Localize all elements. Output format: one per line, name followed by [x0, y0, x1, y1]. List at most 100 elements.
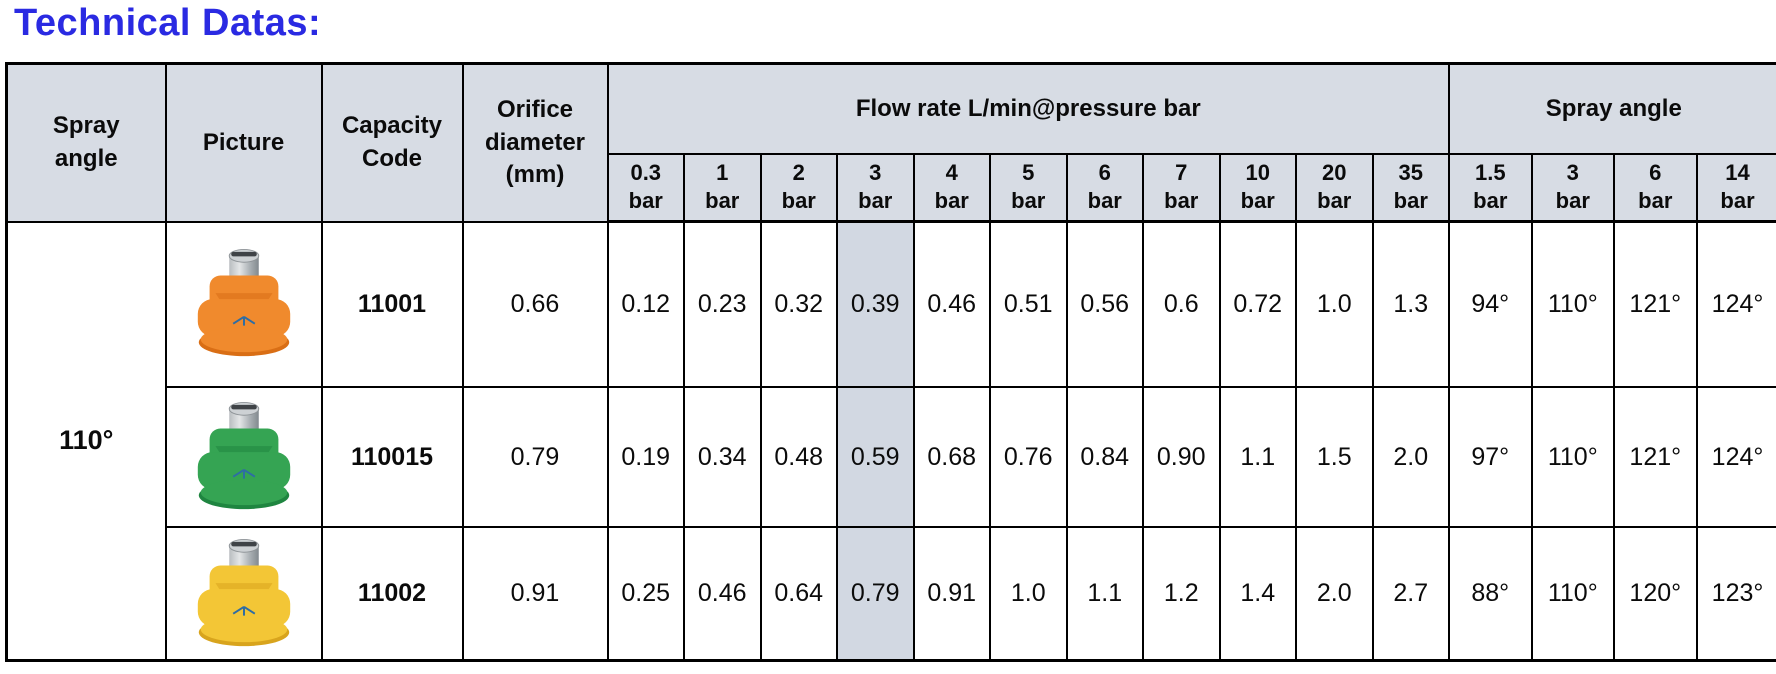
pressure-value: 14 — [1698, 159, 1776, 188]
flow-rate-cell: 0.59 — [837, 387, 914, 527]
flow-rate-cell: 0.34 — [684, 387, 761, 527]
picture-cell — [166, 527, 322, 660]
pressure-value: 10 — [1221, 159, 1296, 188]
pressure-unit: bar — [1450, 187, 1531, 216]
pressure-value: 0.3 — [609, 159, 684, 188]
pressure-value: 35 — [1374, 159, 1449, 188]
pressure-unit: bar — [1615, 187, 1696, 216]
flow-rate-cell: 1.5 — [1296, 387, 1373, 527]
pressure-unit: bar — [915, 187, 990, 216]
pressure-unit: bar — [991, 187, 1066, 216]
technical-data-table: Spray angle Picture Capacity Code Orific… — [5, 62, 1776, 662]
flow-rate-cell: 0.84 — [1067, 387, 1144, 527]
flow-rate-cell: 0.32 — [761, 222, 838, 387]
spray-angle-cell: 110° — [1532, 222, 1615, 387]
spray-angle-cell: 120° — [1614, 527, 1697, 660]
flow-rate-cell: 1.3 — [1373, 222, 1450, 387]
flow-rate-cell: 1.4 — [1220, 527, 1297, 660]
flow-rate-cell: 2.0 — [1296, 527, 1373, 660]
spray-angle-cell: 121° — [1614, 387, 1697, 527]
flow-rate-cell: 0.51 — [990, 222, 1067, 387]
orange-nozzle-image — [180, 246, 308, 362]
spray-angle-cell: 124° — [1697, 387, 1776, 527]
flow-rate-cell: 0.76 — [990, 387, 1067, 527]
header-orifice-diameter: Orifice diameter (mm) — [463, 64, 608, 222]
header-capacity-code: Capacity Code — [322, 64, 463, 222]
pressure-value: 20 — [1297, 159, 1372, 188]
header-group-spray-angle: Spray angle — [1449, 64, 1776, 154]
pressure-value: 4 — [915, 159, 990, 188]
flow-rate-cell: 0.91 — [914, 527, 991, 660]
pressure-value: 1 — [685, 159, 760, 188]
picture-cell — [166, 222, 322, 387]
spray-angle-cell: 123° — [1697, 527, 1776, 660]
orifice-diameter-cell: 0.91 — [463, 527, 608, 660]
flow-rate-cell: 0.68 — [914, 387, 991, 527]
pressure-unit: bar — [838, 187, 913, 216]
capacity-code-cell: 11002 — [322, 527, 463, 660]
flow-rate-cell: 0.39 — [837, 222, 914, 387]
page-title: Technical Datas: — [14, 2, 1776, 45]
spray-angle-value-cell: 110° — [7, 222, 166, 661]
spray-angle-cell: 88° — [1449, 527, 1532, 660]
flow-rate-cell: 0.46 — [914, 222, 991, 387]
flow-rate-cell: 0.56 — [1067, 222, 1144, 387]
orifice-diameter-cell: 0.66 — [463, 222, 608, 387]
flow-rate-cell: 0.90 — [1143, 387, 1220, 527]
pressure-unit: bar — [1297, 187, 1372, 216]
flow-rate-cell: 1.0 — [990, 527, 1067, 660]
flow-rate-cell: 0.25 — [608, 527, 685, 660]
pressure-value: 6 — [1615, 159, 1696, 188]
flow-rate-cell: 1.1 — [1220, 387, 1297, 527]
pressure-unit: bar — [1374, 187, 1449, 216]
pressure-unit: bar — [609, 187, 684, 216]
pressure-value: 5 — [991, 159, 1066, 188]
header-spray-angle: Spray angle — [7, 64, 166, 222]
flow-rate-cell: 0.12 — [608, 222, 685, 387]
flow-rate-cell: 1.2 — [1143, 527, 1220, 660]
capacity-code-cell: 11001 — [322, 222, 463, 387]
flow-rate-cell: 1.0 — [1296, 222, 1373, 387]
green-nozzle-image — [180, 399, 308, 515]
flow-rate-cell: 0.48 — [761, 387, 838, 527]
spray-angle-cell: 121° — [1614, 222, 1697, 387]
pressure-unit: bar — [1144, 187, 1219, 216]
pressure-unit: bar — [685, 187, 760, 216]
yellow-nozzle-image — [180, 536, 308, 652]
picture-cell — [166, 387, 322, 527]
spray-angle-cell: 94° — [1449, 222, 1532, 387]
flow-rate-cell: 2.7 — [1373, 527, 1450, 660]
spray-angle-cell: 110° — [1532, 387, 1615, 527]
pressure-unit: bar — [762, 187, 837, 216]
header-picture: Picture — [166, 64, 322, 222]
flow-rate-cell: 2.0 — [1373, 387, 1450, 527]
spray-angle-cell: 110° — [1532, 527, 1615, 660]
spray-angle-cell: 97° — [1449, 387, 1532, 527]
spray-angle-cell: 124° — [1697, 222, 1776, 387]
header-group-flow-rate: Flow rate L/min@pressure bar — [608, 64, 1450, 154]
flow-rate-cell: 0.79 — [837, 527, 914, 660]
flow-rate-cell: 0.64 — [761, 527, 838, 660]
capacity-code-cell: 110015 — [322, 387, 463, 527]
flow-rate-cell: 1.1 — [1067, 527, 1144, 660]
pressure-unit: bar — [1533, 187, 1614, 216]
pressure-value: 3 — [1533, 159, 1614, 188]
pressure-value: 6 — [1068, 159, 1143, 188]
pressure-value: 7 — [1144, 159, 1219, 188]
